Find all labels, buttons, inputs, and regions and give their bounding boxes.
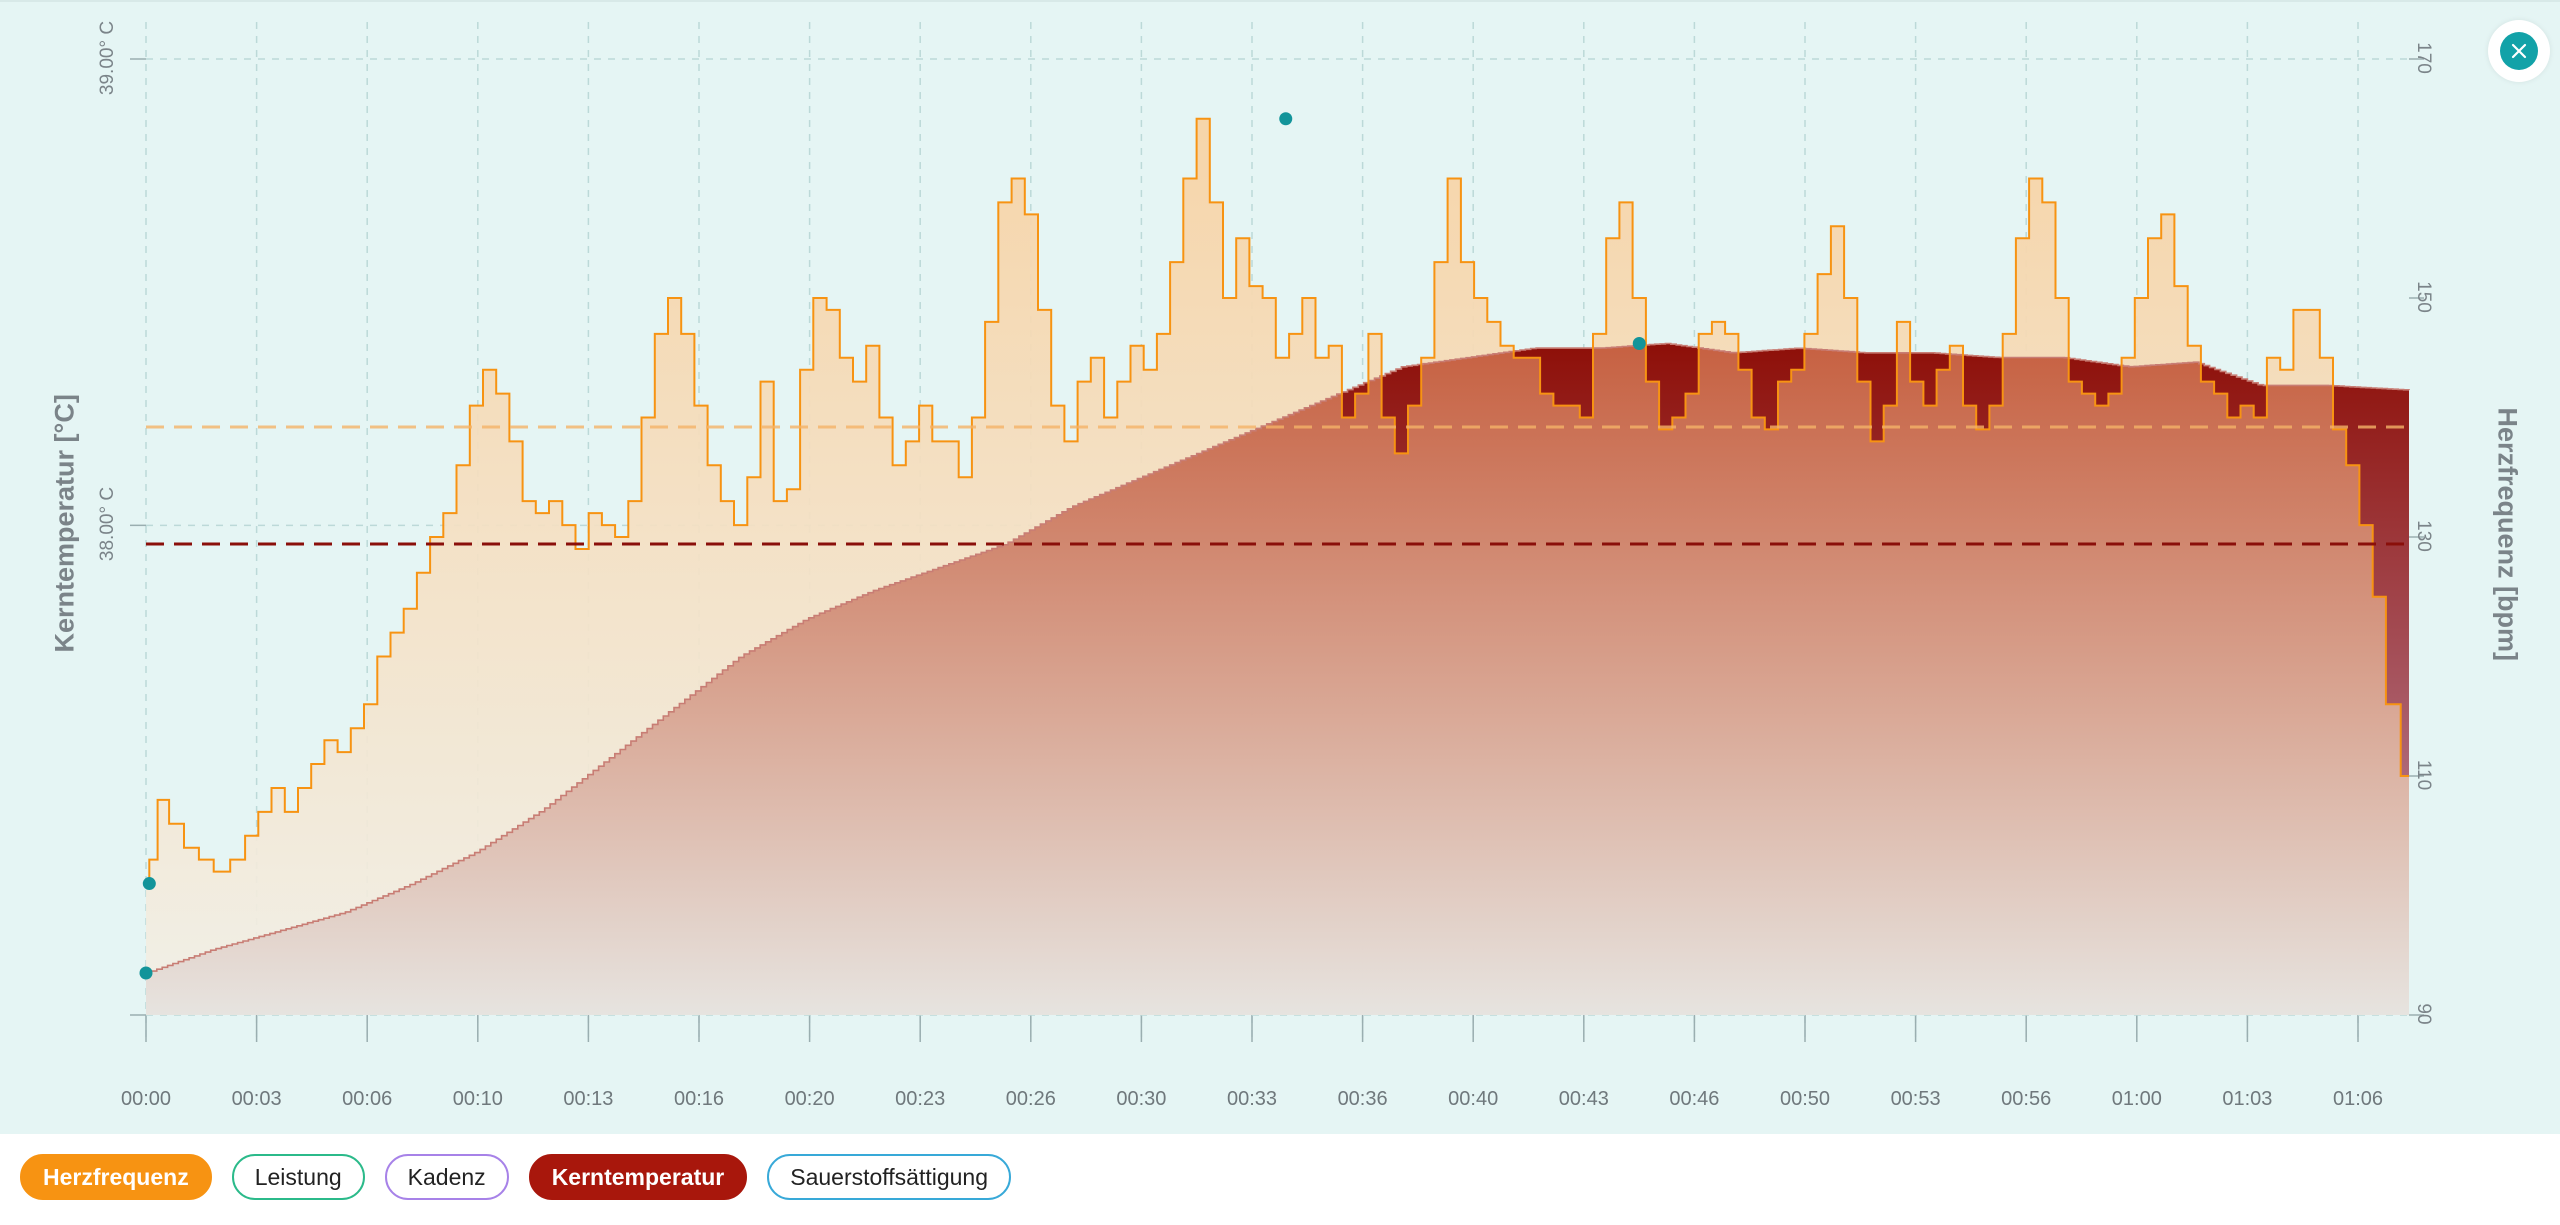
temp-area	[146, 343, 2409, 1015]
close-icon[interactable]	[2500, 32, 2538, 70]
data-marker	[1279, 112, 1293, 126]
x-tick-label: 00:26	[1005, 1088, 1056, 1110]
right-tick-label: 170	[2413, 42, 2434, 74]
x-tick-label: 00:36	[1337, 1088, 1388, 1110]
x-tick-label: 00:03	[231, 1088, 282, 1110]
x-tick-label: 00:53	[1890, 1088, 1941, 1110]
temp-line	[146, 342, 2410, 974]
right-axis-title: Herzfrequenz [bpm]	[2492, 407, 2523, 662]
x-tick-label: 00:40	[1448, 1088, 1499, 1110]
left-tick-label: 39.00° C	[97, 20, 118, 96]
x-tick-label: 00:13	[563, 1088, 614, 1110]
marks	[139, 112, 1646, 980]
data-marker	[1632, 336, 1646, 350]
x-tick-label: 00:50	[1779, 1088, 1831, 1110]
data-marker	[139, 966, 153, 980]
right-tick-label: 150	[2413, 281, 2434, 313]
x-tick-label: 01:06	[2332, 1088, 2384, 1110]
x-tick-label: 00:43	[1558, 1088, 1609, 1110]
legend: Herzfrequenz Leistung Kadenz Kerntemperatur…	[20, 1154, 1012, 1206]
chart-area: Kerntemperatur [°C] Herzfrequenz [bpm] 3…	[0, 0, 2560, 1134]
left-tick-label: 38.00° C	[97, 487, 118, 562]
hr-line	[146, 117, 2409, 885]
x-tick-label: 01:00	[2111, 1088, 2162, 1110]
legend-toggle-herzfrequenz[interactable]: Herzfrequenz	[20, 1154, 212, 1200]
x-tick-label: 00:10	[452, 1088, 503, 1110]
legend-toggle-sauerstoffsättigung[interactable]: Sauerstoffsättigung	[767, 1154, 1012, 1200]
right-tick-label: 90	[2413, 1003, 2434, 1025]
x-tick-label: 00:06	[342, 1088, 393, 1110]
x-tick-label: 00:00	[120, 1088, 172, 1110]
right-tick-label: 110	[2413, 759, 2434, 791]
x-tick-label: 00:23	[895, 1088, 946, 1110]
x-tick-label: 00:16	[673, 1088, 725, 1110]
x-tick-label: 01:03	[2222, 1088, 2273, 1110]
x-tick-label: 00:20	[784, 1088, 835, 1110]
x-tick-label: 00:46	[1669, 1088, 1720, 1110]
x-tick-label: 00:56	[2001, 1088, 2052, 1110]
right-tick-label: 130	[2413, 520, 2434, 552]
x-tick-label: 00:30	[1116, 1088, 1167, 1110]
lines	[146, 117, 2410, 974]
legend-toggle-kerntemperatur[interactable]: Kerntemperatur	[528, 1154, 748, 1200]
chart-svg	[130, 22, 2424, 1042]
close-button[interactable]	[2488, 20, 2550, 82]
legend-toggle-leistung[interactable]: Leistung	[231, 1154, 365, 1200]
data-marker	[142, 877, 156, 891]
legend-toggle-kadenz[interactable]: Kadenz	[384, 1154, 509, 1200]
areas	[146, 118, 2409, 1016]
x-tick-label: 00:33	[1226, 1088, 1278, 1110]
left-axis-title: Kerntemperatur [°C]	[49, 394, 80, 653]
